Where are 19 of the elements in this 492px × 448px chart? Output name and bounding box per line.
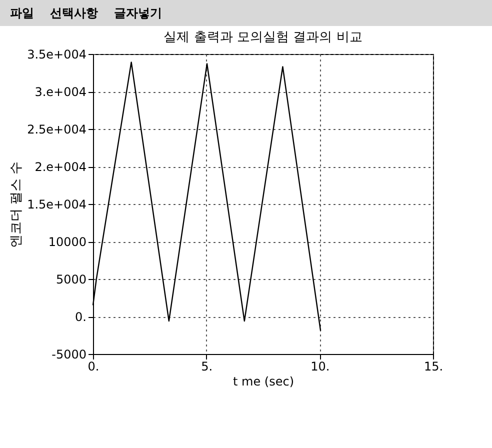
y-tick-label: 5000 bbox=[56, 272, 86, 286]
text: 선택사항 bbox=[50, 6, 98, 20]
text: 글자넣기 bbox=[114, 6, 162, 20]
y-tick-label: 2.e+004 bbox=[34, 160, 86, 174]
x-tick-label: 0. bbox=[88, 360, 100, 374]
y-tick-label: -5000 bbox=[52, 348, 86, 362]
chart-title: 실제 출력과 모의실험 결과의 비교 bbox=[164, 30, 362, 45]
x-tick-label: 10. bbox=[310, 360, 330, 374]
y-tick-label: 3.e+004 bbox=[34, 85, 86, 99]
x-tick-label: 5. bbox=[201, 360, 213, 374]
x-axis-title: t me (sec) bbox=[232, 374, 294, 388]
y-tick-label: 1.5e+004 bbox=[27, 198, 86, 212]
y-tick-label: 10000 bbox=[48, 235, 86, 249]
y-tick-label: 3.5e+004 bbox=[27, 48, 86, 62]
x-tick-label: 15. bbox=[424, 360, 444, 374]
y-tick-label: 2.5e+004 bbox=[27, 122, 86, 136]
y-tick-label: 0. bbox=[75, 310, 86, 324]
text: 파일 bbox=[10, 6, 34, 20]
y-axis-title: 엔코더 펄스 수 bbox=[9, 161, 24, 248]
